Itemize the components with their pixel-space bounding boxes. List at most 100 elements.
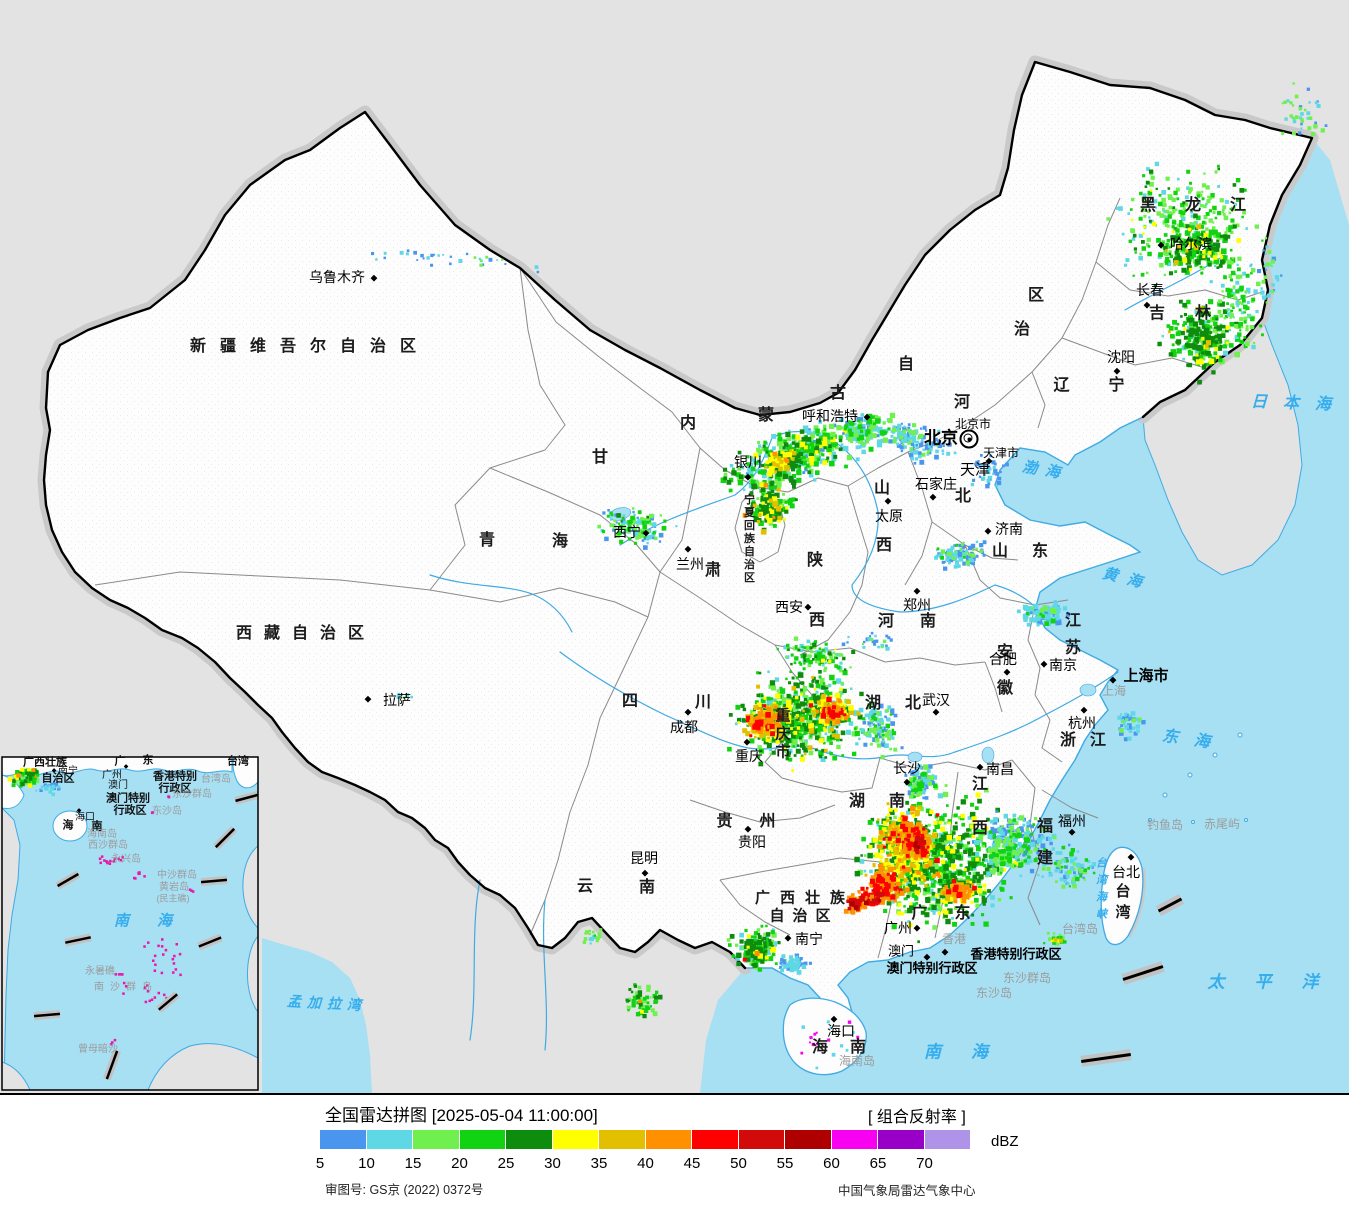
city-sublabel: 澳门 bbox=[887, 943, 915, 959]
island-dot bbox=[175, 943, 178, 946]
inset-province-label: 海 bbox=[62, 819, 74, 832]
echo-cells-15dbz bbox=[909, 443, 939, 457]
echo-cells-15dbz bbox=[864, 703, 898, 760]
island-dot bbox=[111, 1041, 114, 1044]
island-dot bbox=[98, 857, 102, 860]
echo-cells-15dbz bbox=[473, 255, 504, 267]
island-dot bbox=[148, 999, 151, 1003]
city-label: 合肥 bbox=[989, 651, 1017, 667]
city-marker: ◆ bbox=[1068, 826, 1076, 837]
city-label: 广州 bbox=[884, 920, 912, 936]
city-label: 银川 bbox=[734, 454, 762, 470]
echo-cells-10dbz bbox=[783, 639, 843, 671]
echo-cells-30dbz bbox=[640, 1009, 644, 1014]
inset-province-label: 香港特别 bbox=[153, 770, 197, 783]
province-label: 海南 bbox=[811, 1039, 889, 1056]
echo-cells-45dbz bbox=[865, 872, 899, 900]
dbz-scale-tick: 60 bbox=[823, 1155, 840, 1172]
inset-province-label: 广 bbox=[114, 755, 126, 768]
echo-cells-20dbz bbox=[908, 771, 938, 793]
inset-province-label: 台湾 bbox=[227, 755, 249, 768]
echo-cells-15dbz bbox=[891, 423, 924, 446]
product-label: [ 组合反射率 ] bbox=[868, 1109, 966, 1126]
gray-sublabel: 香港 bbox=[941, 932, 967, 946]
echo-cells-10dbz bbox=[1209, 261, 1265, 350]
island-dot bbox=[163, 993, 166, 997]
inset-gray-label: 曾母暗沙 bbox=[78, 1044, 118, 1055]
echo-cells-15dbz bbox=[582, 928, 603, 944]
city-label: 昆明 bbox=[630, 850, 658, 866]
echo-cells-25dbz bbox=[854, 798, 1023, 944]
echo-cells-60dbz bbox=[800, 1020, 860, 1055]
echo-cells-35dbz bbox=[1165, 224, 1202, 265]
city-marker: ◆ bbox=[913, 585, 921, 596]
city-label: 长沙 bbox=[893, 760, 921, 776]
echo-cells-35dbz bbox=[752, 487, 782, 535]
ryukyu-islets bbox=[1148, 732, 1248, 824]
echo-cells-10dbz bbox=[903, 429, 957, 461]
city-label: 成都 bbox=[670, 719, 698, 735]
city-marker: ◆ bbox=[684, 543, 692, 554]
echo-cells-15dbz bbox=[626, 984, 658, 1017]
island-dot bbox=[152, 959, 155, 962]
boundary-dash bbox=[1155, 894, 1185, 916]
city-label: 福州 bbox=[1058, 813, 1086, 829]
province-boundaries bbox=[94, 197, 1263, 959]
island-dot bbox=[143, 986, 147, 989]
province-label: 自 bbox=[897, 356, 915, 373]
province-label: 西 bbox=[808, 612, 826, 629]
city-label: 海口 bbox=[827, 1023, 855, 1039]
china-coastline bbox=[745, 416, 1144, 1023]
echo-cells-45dbz bbox=[742, 957, 747, 962]
island-dot bbox=[110, 1043, 113, 1046]
city-label: 乌鲁木齐 bbox=[309, 269, 365, 285]
province-label: 福建 bbox=[1034, 817, 1051, 881]
dbz-scale-cell-15 bbox=[413, 1130, 460, 1149]
city-label: 重庆 bbox=[735, 748, 763, 764]
city-label: 澳门特别行政区 bbox=[886, 960, 978, 976]
island-dot bbox=[188, 888, 192, 891]
island-dot bbox=[114, 973, 118, 976]
island-dot bbox=[144, 1000, 148, 1004]
province-label: 浙江 bbox=[1059, 732, 1121, 749]
echo-cells-30dbz bbox=[1171, 227, 1242, 272]
dbz-scale-cell-5 bbox=[320, 1130, 367, 1149]
city-marker: ◆ bbox=[744, 471, 752, 482]
province-label: 治 bbox=[1013, 321, 1031, 338]
dbz-scale-cell-20 bbox=[459, 1130, 506, 1149]
echo-cells-55dbz bbox=[849, 900, 869, 910]
island-dot bbox=[121, 973, 124, 976]
city-label: 杭州 bbox=[1068, 715, 1096, 731]
city-sublabel: 北京市 bbox=[954, 417, 992, 431]
island-dot bbox=[106, 860, 109, 864]
echo-cells-30dbz bbox=[942, 884, 983, 905]
city-marker: ◆ bbox=[642, 527, 650, 538]
city-marker: ◆ bbox=[941, 946, 949, 957]
island-dot bbox=[191, 890, 195, 893]
echo-cells-25dbz bbox=[616, 513, 649, 523]
province-label: 陕 bbox=[806, 552, 824, 569]
echo-cells-35dbz bbox=[764, 449, 797, 474]
dongting-lake bbox=[907, 751, 923, 763]
city-label: 太原 bbox=[875, 508, 903, 524]
city-marker: ◆ bbox=[123, 764, 129, 770]
echo-cells-10dbz bbox=[934, 540, 979, 569]
echo-cells-15dbz bbox=[829, 412, 896, 447]
dbz-scale-cell-35 bbox=[599, 1130, 646, 1149]
echo-cells-45dbz bbox=[752, 719, 775, 731]
inset-province-label: 自治区 bbox=[41, 772, 75, 785]
echo-cells-20dbz bbox=[1026, 612, 1056, 626]
province-label: 吉林 bbox=[1148, 305, 1242, 322]
echo-cells-25dbz bbox=[723, 429, 863, 490]
province-label: 江苏 bbox=[1062, 611, 1079, 666]
province-label: 河南 bbox=[877, 613, 963, 630]
inset-gray-label: 东沙岛 bbox=[152, 806, 182, 817]
province-label: 南 bbox=[638, 879, 656, 896]
echo-cells-5dbz bbox=[841, 631, 893, 648]
dbz-scale-cell-60 bbox=[831, 1130, 878, 1149]
city-marker: ◆ bbox=[364, 693, 372, 704]
dbz-scale-cell-40 bbox=[645, 1130, 692, 1149]
inset-city-label: 南宁 bbox=[58, 766, 78, 777]
inset-gray-label: 台湾岛 bbox=[201, 774, 231, 785]
province-label: 辽宁 bbox=[1053, 377, 1164, 394]
